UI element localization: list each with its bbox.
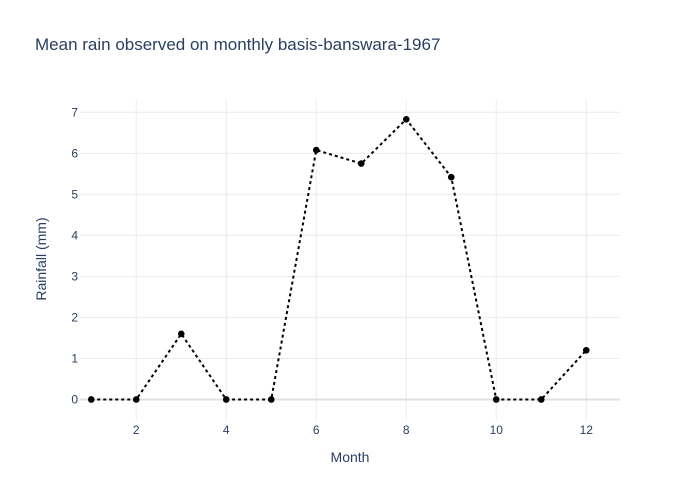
grid (80, 100, 620, 420)
x-tick-label-6: 6 (313, 423, 320, 437)
y-tick-label-1: 1 (71, 351, 78, 365)
x-axis-title: Month (331, 449, 370, 465)
y-tick-label-2: 2 (71, 310, 78, 324)
data-point-month-2[interactable] (132, 396, 140, 403)
data-point-month-12[interactable] (582, 346, 590, 354)
data-point-month-7[interactable] (357, 160, 365, 167)
data-point-month-11[interactable] (537, 396, 545, 403)
data-point-month-8[interactable] (402, 115, 410, 123)
y-tick-label-5: 5 (71, 187, 78, 201)
x-tick-label-12: 12 (580, 423, 594, 437)
y-tick-label-0: 0 (71, 392, 78, 406)
chart-title: Mean rain observed on monthly basis-bans… (35, 35, 440, 54)
data-point-month-10[interactable] (492, 396, 500, 403)
x-tick-label-8: 8 (403, 423, 410, 437)
x-tick-label-2: 2 (133, 423, 140, 437)
series-line-0 (91, 117, 587, 401)
y-axis-title: Rainfall (mm) (33, 217, 49, 300)
data-point-month-3[interactable] (177, 330, 185, 338)
y-tick-label-6: 6 (71, 146, 78, 160)
y-tick-label-4: 4 (71, 228, 78, 242)
data-point-month-4[interactable] (222, 396, 230, 403)
series (87, 115, 590, 403)
data-point-month-1[interactable] (87, 396, 95, 403)
y-tick-label-7: 7 (71, 105, 78, 119)
x-tick-label-10: 10 (490, 423, 504, 437)
data-point-month-9[interactable] (447, 173, 455, 181)
data-point-month-6[interactable] (312, 146, 320, 154)
data-point-month-5[interactable] (267, 396, 275, 403)
x-tick-label-4: 4 (223, 423, 230, 437)
y-tick-label-3: 3 (71, 269, 78, 283)
